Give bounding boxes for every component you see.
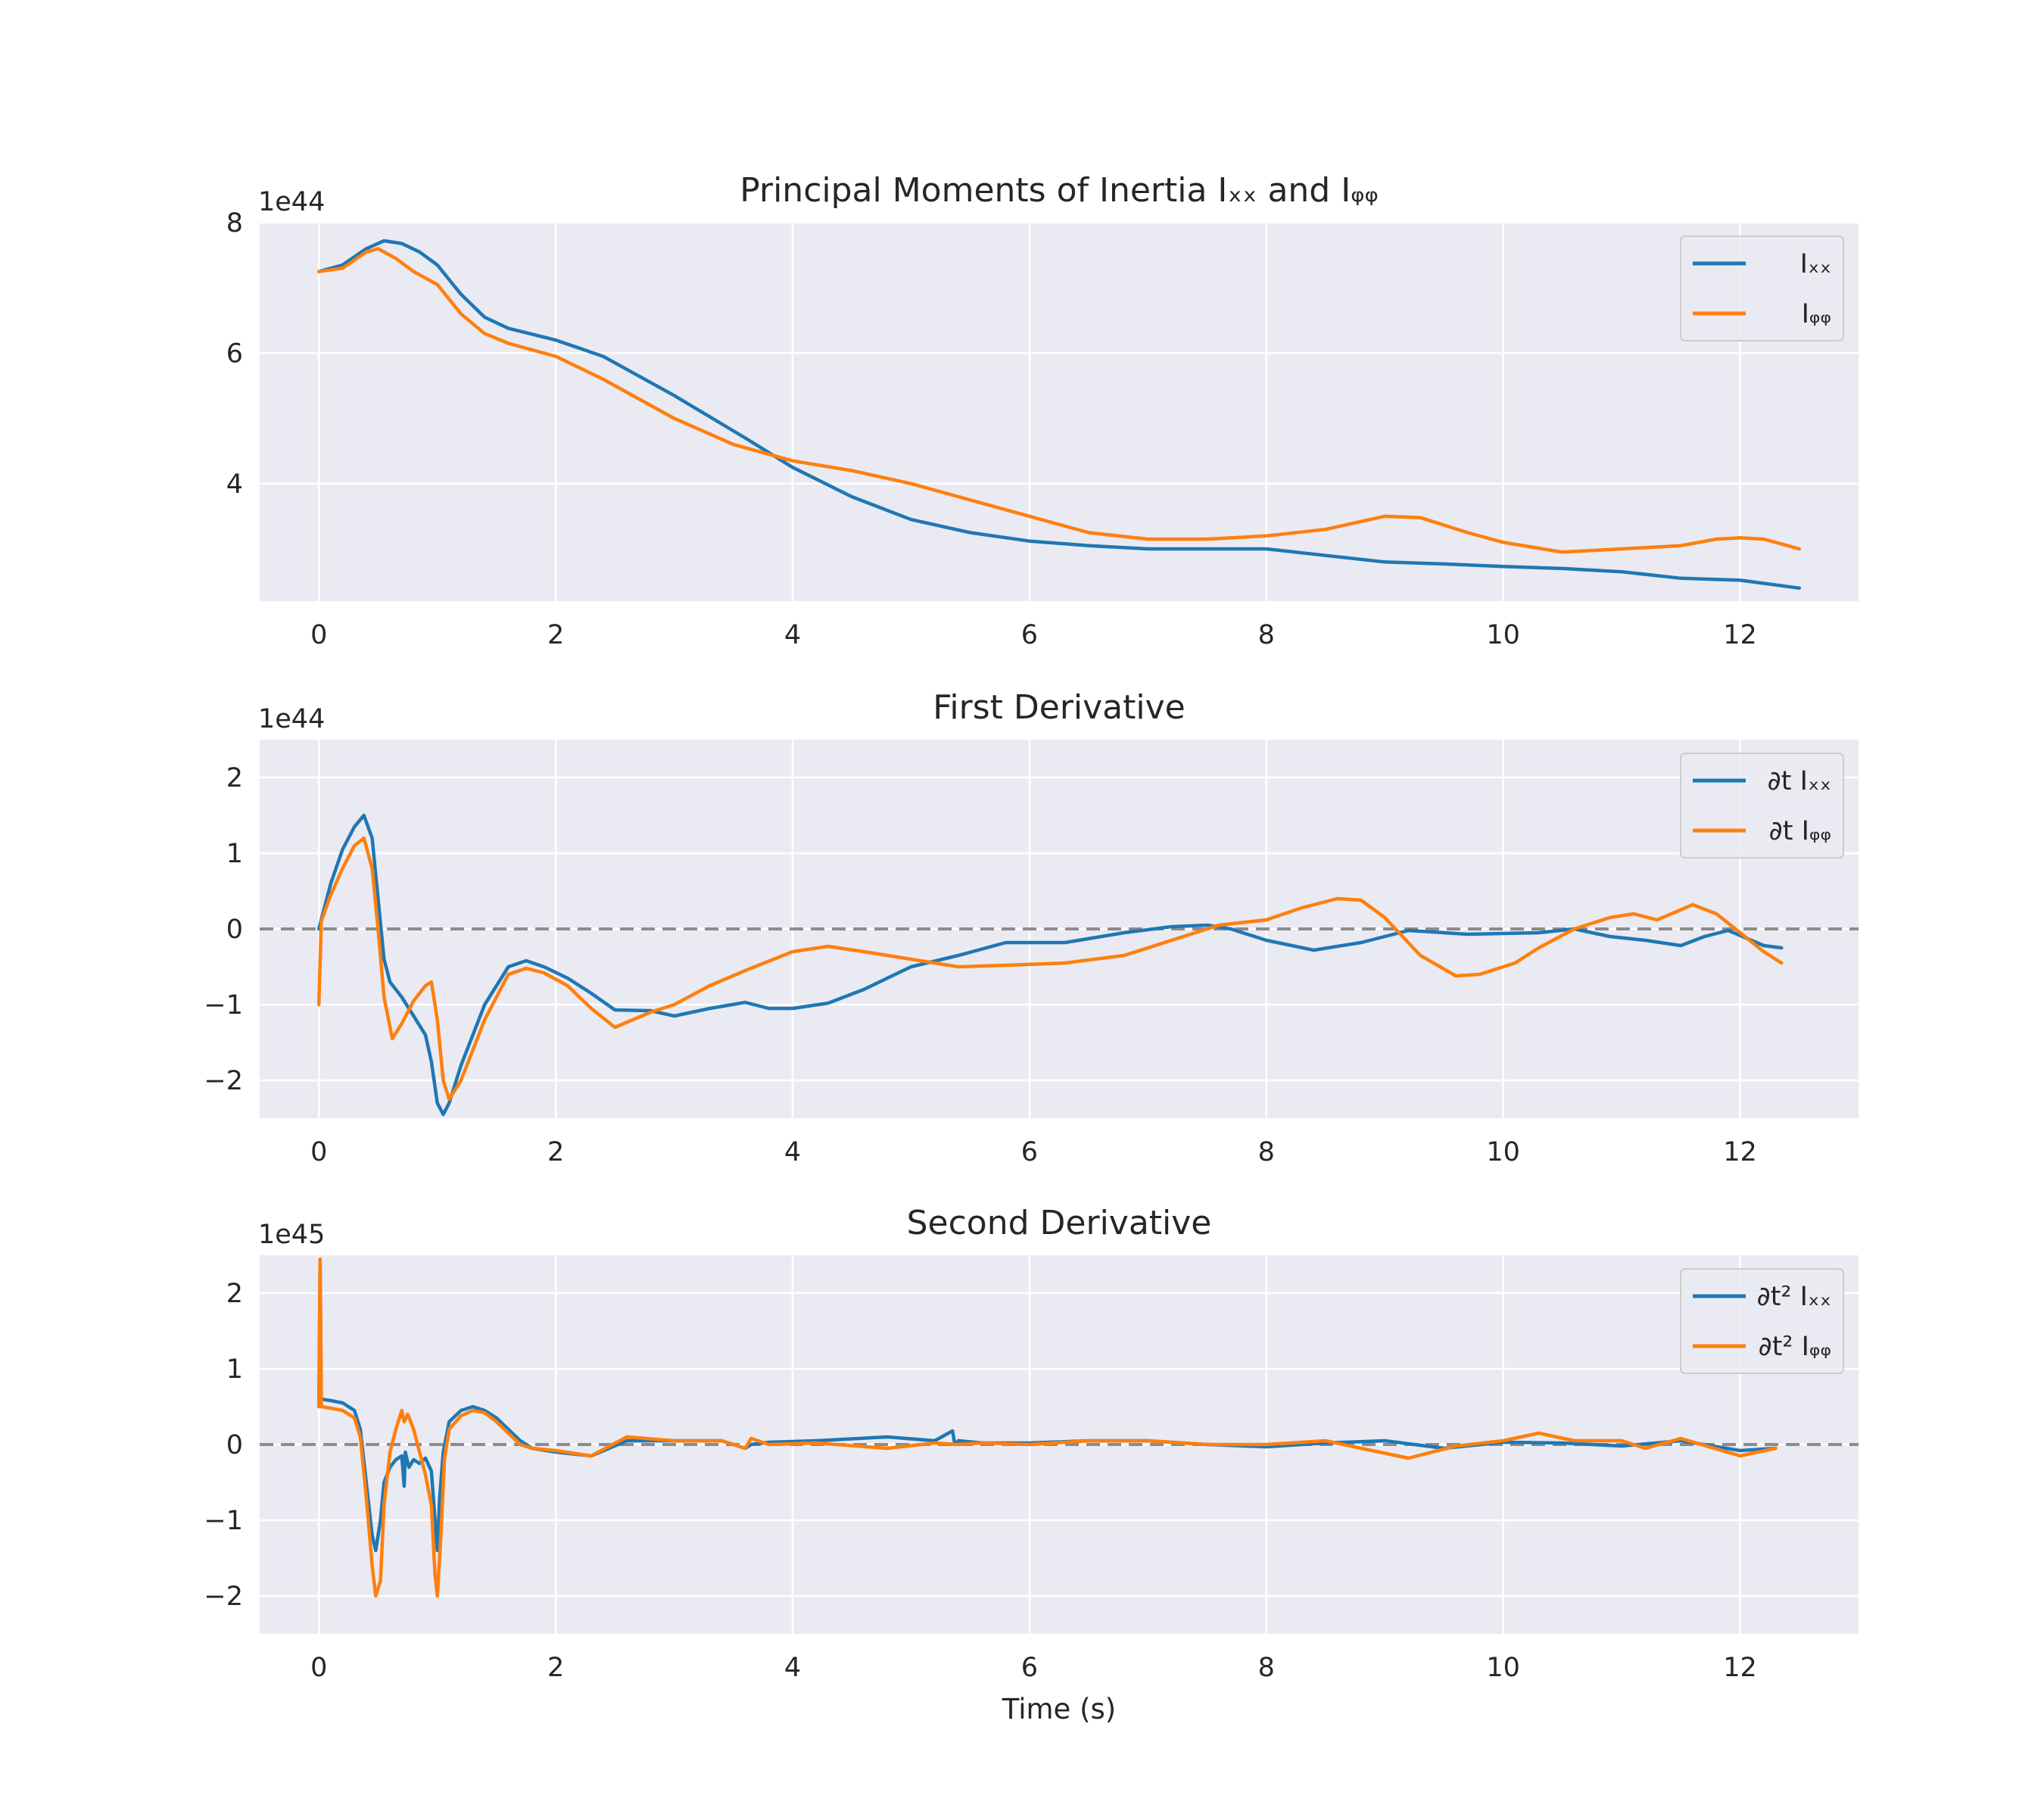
x-axis-label: Time (s) <box>1002 1693 1116 1725</box>
x-tick-label: 10 <box>1486 620 1520 650</box>
y-tick-label: 0 <box>226 1430 243 1460</box>
y-tick-label: 8 <box>226 208 243 238</box>
chart-title: Second Derivative <box>907 1204 1212 1242</box>
panel-1: 0 2 4 6 8 10 12 4 6 8 1e44 Principal Moments of Ine… <box>226 171 1859 650</box>
legend: Iₓₓ Iᵩᵩ <box>1680 235 1844 341</box>
axis-offset-label: 1e44 <box>258 704 325 734</box>
x-tick-label: 12 <box>1723 1653 1757 1683</box>
x-tick-label: 6 <box>1021 1653 1038 1683</box>
x-tick-label: 4 <box>784 1137 801 1167</box>
series-line-1 <box>316 813 1784 1117</box>
x-tick-label: 10 <box>1486 1653 1520 1683</box>
legend-entry-label: Iₓₓ <box>1800 249 1831 279</box>
legend-entry-label: ∂t² Iₓₓ <box>1757 1282 1831 1312</box>
x-tick-label: 4 <box>784 1653 801 1683</box>
y-tick-label: −2 <box>204 1582 243 1612</box>
x-tick-label: 4 <box>784 620 801 650</box>
x-tick-label: 6 <box>1021 1137 1038 1167</box>
x-tick-label: 8 <box>1258 1653 1275 1683</box>
x-tick-label: 0 <box>310 1137 327 1167</box>
series-line-2 <box>316 836 1784 1102</box>
x-tick-label: 8 <box>1258 1137 1275 1167</box>
y-tick-label: 2 <box>226 1279 243 1309</box>
x-tick-label: 2 <box>547 1653 564 1683</box>
axis-offset-label: 1e45 <box>258 1220 325 1250</box>
x-tick-label: 0 <box>310 1653 327 1683</box>
plot-area <box>260 223 1859 601</box>
y-tick-label: −2 <box>204 1066 243 1096</box>
x-tick-label: 10 <box>1486 1137 1520 1167</box>
legend-entry-label: Iᵩᵩ <box>1802 299 1831 329</box>
x-tick-label: 6 <box>1021 620 1038 650</box>
chart-title: Principal Moments of Inertia Iₓₓ and Iᵩᵩ <box>740 171 1379 210</box>
series-line-2 <box>316 1257 1778 1598</box>
legend-entry-label: ∂t Iᵩᵩ <box>1769 816 1831 846</box>
y-tick-label: 0 <box>226 915 243 945</box>
y-tick-label: 2 <box>226 763 243 793</box>
y-tick-label: −1 <box>204 990 243 1021</box>
y-tick-label: 1 <box>226 1354 243 1385</box>
legend-entry-label: ∂t² Iᵩᵩ <box>1759 1332 1831 1362</box>
x-tick-label: 0 <box>310 620 327 650</box>
legend: ∂t Iₓₓ ∂t Iᵩᵩ <box>1680 753 1844 859</box>
y-tick-label: 6 <box>226 338 243 369</box>
series-line-2 <box>316 247 1802 554</box>
x-tick-label: 8 <box>1258 620 1275 650</box>
x-tick-label: 12 <box>1723 1137 1757 1167</box>
chart-title: First Derivative <box>933 688 1185 727</box>
legend: ∂t² Iₓₓ ∂t² Iᵩᵩ <box>1680 1268 1844 1374</box>
x-tick-label: 12 <box>1723 620 1757 650</box>
x-tick-label: 2 <box>547 1137 564 1167</box>
axis-offset-label: 1e44 <box>258 187 325 217</box>
legend-entry-label: ∂t Iₓₓ <box>1768 766 1831 796</box>
x-tick-label: 2 <box>547 620 564 650</box>
y-tick-label: 4 <box>226 469 243 500</box>
y-tick-label: −1 <box>204 1506 243 1536</box>
series-line-1 <box>316 238 1802 591</box>
y-tick-label: 1 <box>226 839 243 869</box>
